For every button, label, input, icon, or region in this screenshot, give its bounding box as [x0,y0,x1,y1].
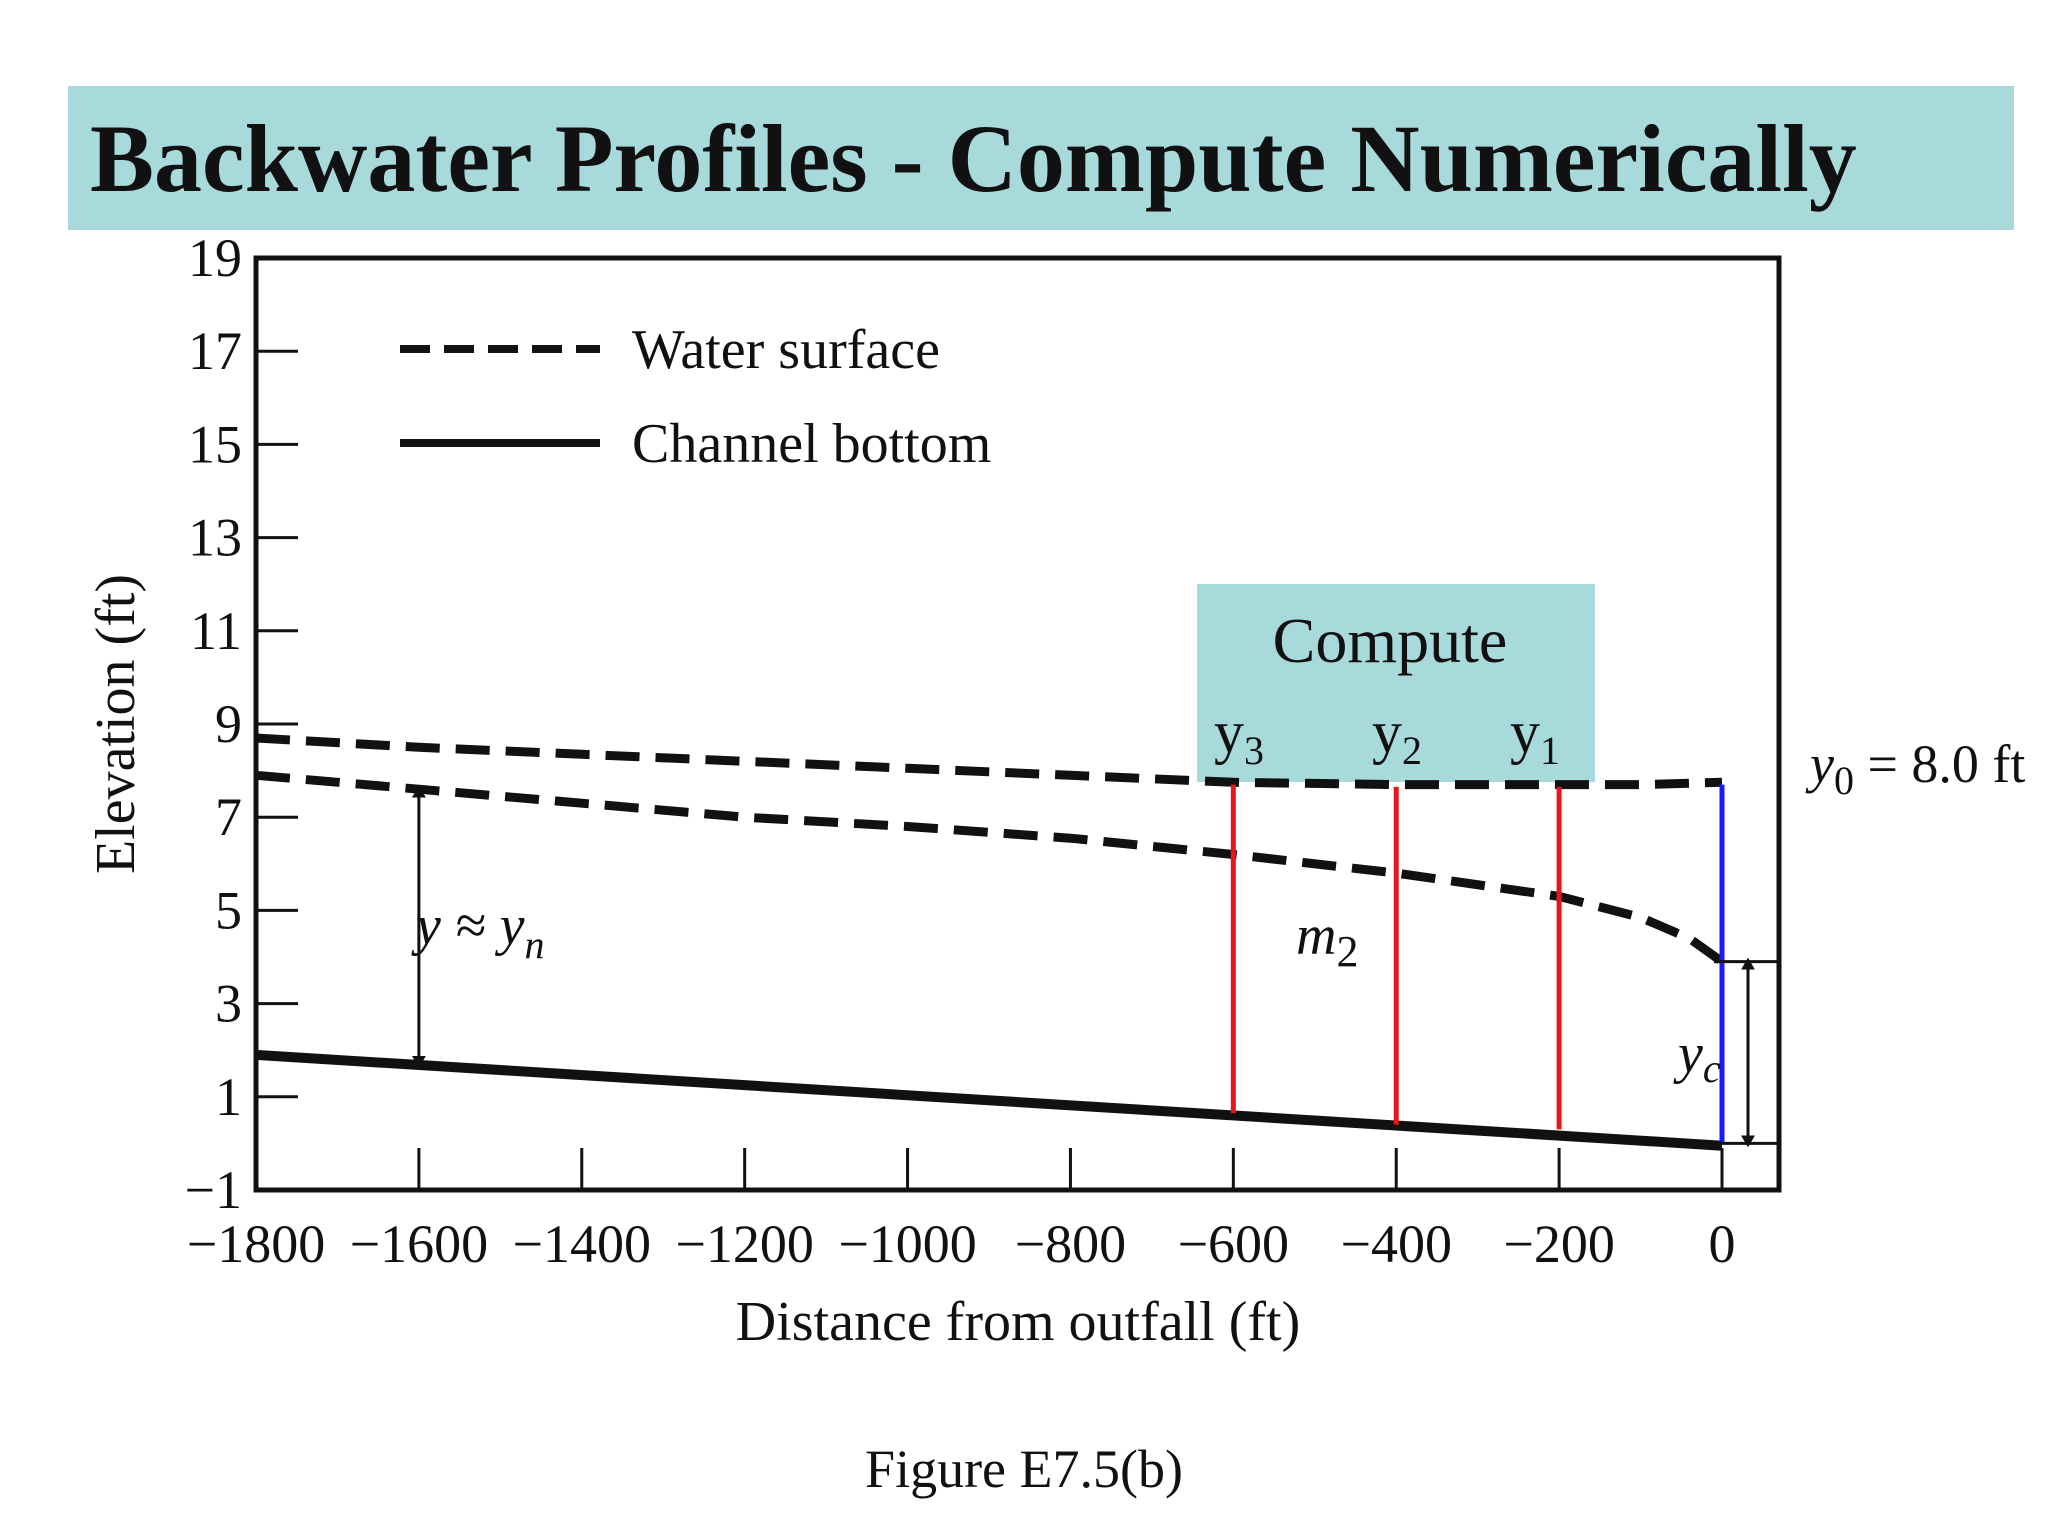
y-tick-label: 7 [215,787,242,847]
plot-area [255,733,1725,1151]
x-tick-label: −1000 [838,1214,976,1274]
x-tick-label: −800 [1015,1214,1126,1274]
figure-caption: Figure E7.5(b) [865,1439,1183,1499]
x-tick-label: −1600 [350,1214,488,1274]
series-line-0 [255,733,1723,790]
axis-ticks: −1800 −1600 −1400 −1200 −1000 −800 −600 −400 −20… [185,228,1736,1274]
y1-label: y1 [1510,699,1560,773]
x-tick-label: −600 [1178,1214,1289,1274]
compute-label: Compute [1273,605,1508,676]
y-tick-label: 3 [215,974,242,1034]
title-banner: Backwater Profiles - Compute Numerically [68,86,2014,230]
y3-label: y3 [1214,699,1264,773]
x-tick-label: −200 [1503,1214,1614,1274]
series-line-2 [255,1049,1723,1151]
annotations: y ≈ yn m2 yc y0 = 8.0 ft [411,734,2025,1148]
normal-depth-label: y ≈ yn [411,895,544,967]
legend-bottom-label: Channel bottom [632,413,991,475]
legend: Water surface Channel bottom [400,319,991,475]
y-tick-label: 19 [188,228,242,288]
series-line-1 [255,770,1725,966]
x-tick-label: −1800 [187,1214,325,1274]
critical-depth-label: yc [1673,1023,1721,1091]
page-title: Backwater Profiles - Compute Numerically [90,105,1857,212]
y-tick-label: 9 [215,694,242,754]
plot-frame [253,255,1782,1193]
m2-label: m2 [1296,905,1358,976]
y-tick-label: 15 [188,414,242,474]
x-tick-label: −400 [1340,1214,1451,1274]
x-tick-label: −1400 [513,1214,651,1274]
compute-box: Compute y3 y2 y1 [1197,584,1595,782]
y0-label: y0 = 8.0 ft [1805,734,2025,803]
y-tick-label: 5 [215,880,242,940]
y-tick-label: 17 [188,321,242,381]
x-axis-title: Distance from outfall (ft) [736,1291,1300,1353]
y-tick-label: 13 [188,508,242,568]
y-tick-label: −1 [185,1160,242,1220]
y-tick-label: 11 [190,601,242,661]
legend-water-label: Water surface [632,319,940,381]
y2-label: y2 [1372,699,1422,773]
x-tick-label: 0 [1709,1214,1736,1274]
y-tick-label: 1 [215,1067,242,1127]
y-axis-title: Elevation (ft) [85,574,147,874]
x-tick-label: −1200 [675,1214,813,1274]
compute-box-bg [1197,584,1595,782]
